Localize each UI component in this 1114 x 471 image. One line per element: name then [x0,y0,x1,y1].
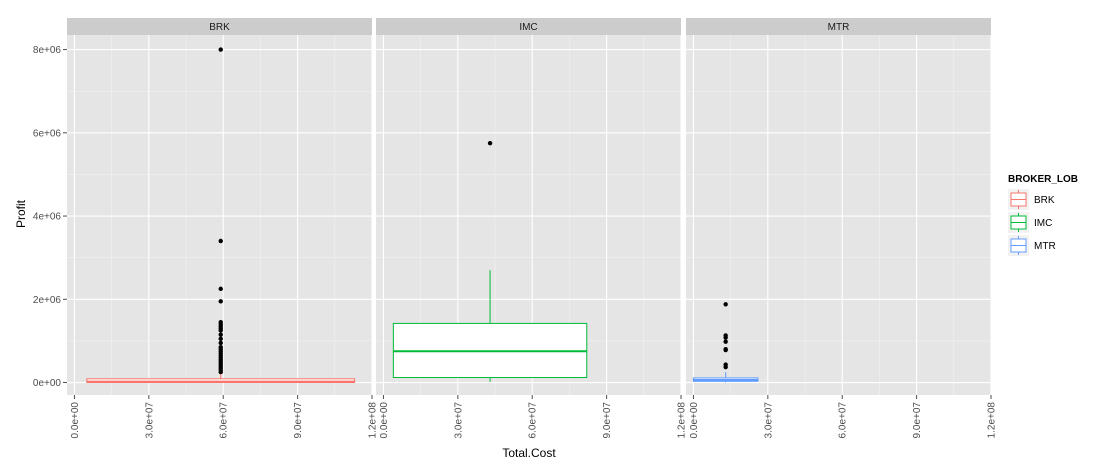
boxplot-mtr [692,302,759,383]
panel-background [686,35,991,395]
x-tick-label: 6.0e+07 [219,402,230,439]
x-tick-label: 0.0e+00 [70,402,81,439]
outlier-point [487,141,493,146]
facet-panel-imc: IMC 0.0e+00 3.0e+07 6.0e+07 9.0e+07 1.2e+08 [376,18,688,438]
x-tick-label: 9.0e+07 [602,402,613,439]
legend: BROKER_LOB BRK IMC MTR [1008,174,1078,256]
x-tick-label: 9.0e+07 [912,402,923,439]
outlier-point [218,328,223,333]
y-tick-label: 0e+00 [33,378,62,389]
x-tick-label: 1.2e+08 [677,402,688,439]
x-tick-label: 1.2e+08 [987,402,998,439]
x-tick-label: 0.0e+00 [379,402,390,439]
facet-panel-brk: BRK 0.0e+00 3.0e+07 6.0e+07 9.0e+07 1.2e+08 [67,18,379,438]
outlier-point [218,47,223,52]
outlier-point [723,339,728,344]
strip-label: MTR [828,22,850,33]
x-tick-label: 9.0e+07 [293,402,304,439]
x-tick-label: 3.0e+07 [453,402,464,439]
outlier-point [723,347,728,353]
strip-label: BRK [209,22,230,33]
boxplot-brk [86,47,356,384]
x-tick-label: 1.2e+08 [368,402,379,439]
y-tick-label: 2e+06 [33,295,62,306]
outlier-point [723,302,728,307]
x-tick-label: 3.0e+07 [763,402,774,439]
y-axis: 0e+00 2e+06 4e+06 6e+06 8e+06 [33,45,67,389]
outlier-point [218,340,223,346]
x-tick-label: 6.0e+07 [528,402,539,439]
strip-background [686,18,991,35]
outlier-point [218,336,223,342]
x-axis-title: Total.Cost [502,446,556,460]
legend-label-brk: BRK [1034,195,1055,206]
x-tick-label: 3.0e+07 [144,402,155,439]
legend-key-imc [1008,212,1029,233]
outlier-point [218,286,223,292]
strip-background [67,18,372,35]
outlier-point [218,369,223,375]
legend-label-mtr: MTR [1034,241,1056,252]
y-tick-label: 6e+06 [33,128,62,139]
outlier-point [218,238,223,244]
facet-panel-mtr: MTR 0.0e+00 3.0e+07 6.0e+07 9.0e+07 1.2e+08 [686,18,998,438]
legend-title: BROKER_LOB [1008,174,1078,185]
boxplot-imc [392,141,588,382]
legend-key-mtr [1008,235,1029,256]
x-tick-label: 6.0e+07 [838,402,849,439]
outlier-point [723,335,728,340]
strip-label: IMC [519,22,537,33]
outlier-point [218,332,223,337]
legend-key-brk [1008,189,1029,210]
y-axis-title: Profit [14,199,28,228]
outlier-point [723,364,728,370]
strip-background [376,18,681,35]
outlier-point [218,299,223,304]
x-tick-label: 0.0e+00 [689,402,700,439]
y-tick-label: 8e+06 [33,45,62,56]
legend-label-imc: IMC [1034,218,1052,229]
y-tick-label: 4e+06 [33,212,62,223]
